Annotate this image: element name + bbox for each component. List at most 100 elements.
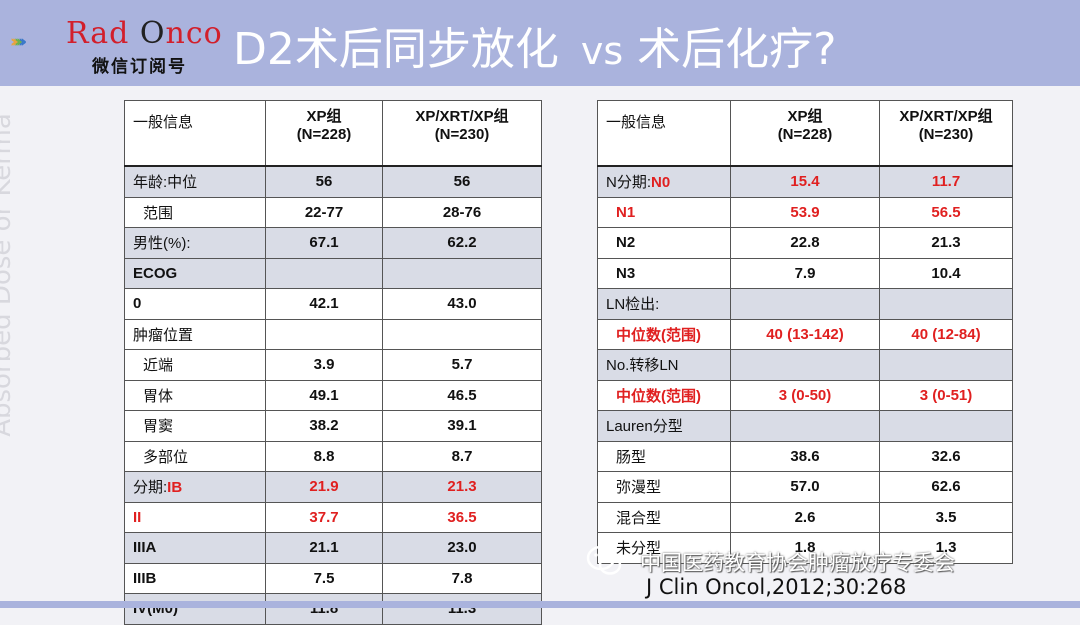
value-cell xyxy=(730,410,880,442)
row-label: N3 xyxy=(597,257,731,289)
header-cell: XP组 (N=228) xyxy=(265,100,383,167)
table-row: N1 53.9 56.5 xyxy=(597,196,1013,228)
value-cell: 32.6 xyxy=(879,440,1013,472)
row-label: 未分型 xyxy=(597,532,731,564)
row-label: LN检出: xyxy=(597,288,731,320)
value-cell: 40 (13-142) xyxy=(730,318,880,350)
table-row: N2 22.8 21.3 xyxy=(597,227,1013,259)
table-row: 中位数(范围) 3 (0-50) 3 (0-51) xyxy=(597,379,1013,411)
row-label: ECOG xyxy=(124,257,266,289)
table-row: 肿瘤位置 xyxy=(124,318,542,350)
row-label: 男性(%): xyxy=(124,227,266,259)
value-cell: 36.5 xyxy=(382,501,542,533)
value-cell: 21.1 xyxy=(265,532,383,564)
value-cell: 21.9 xyxy=(265,471,383,503)
table-row: 多部位 8.8 8.7 xyxy=(124,440,542,472)
row-label: 多部位 xyxy=(124,440,266,472)
table-row: 近端 3.9 5.7 xyxy=(124,349,542,381)
header-cell: XP组 (N=228) xyxy=(730,100,880,167)
row-label: 分期:IB xyxy=(124,471,266,503)
value-cell: 22.8 xyxy=(730,227,880,259)
wechat-icon xyxy=(586,545,622,575)
value-cell: 3.5 xyxy=(879,501,1013,533)
row-label: IIIA xyxy=(124,532,266,564)
value-cell: 49.1 xyxy=(265,379,383,411)
table-row: 肠型 38.6 32.6 xyxy=(597,440,1013,472)
value-cell: 8.8 xyxy=(265,440,383,472)
value-cell: 7.8 xyxy=(382,562,542,594)
value-cell: 11.3 xyxy=(382,593,542,625)
row-label: N1 xyxy=(597,196,731,228)
header-text: (N=228) xyxy=(296,126,352,143)
row-label: 中位数(范围) xyxy=(597,318,731,350)
value-cell: 1.3 xyxy=(879,532,1013,564)
header-cell: 一般信息 xyxy=(597,100,731,167)
value-cell: 56 xyxy=(265,165,383,198)
value-cell xyxy=(879,349,1013,381)
table-row: No.转移LN xyxy=(597,349,1013,381)
value-cell: 42.1 xyxy=(265,288,383,320)
value-cell xyxy=(265,318,383,350)
value-cell: 67.1 xyxy=(265,227,383,259)
value-cell: 38.6 xyxy=(730,440,880,472)
header-bar: ›››››› Rad Onco 微信订阅号 D2术后同步放化 vs 术后化疗? xyxy=(0,0,1080,86)
table-row: 范围 22-77 28-76 xyxy=(124,196,542,228)
value-cell: 56 xyxy=(382,165,542,198)
value-cell xyxy=(382,257,542,289)
table-row: IIIA 21.1 23.0 xyxy=(124,532,542,564)
value-cell: 38.2 xyxy=(265,410,383,442)
header-text: XP组 xyxy=(787,108,823,125)
value-cell: 11.7 xyxy=(879,165,1013,198)
header-text: (N=230) xyxy=(918,126,974,143)
logo-subtitle: 微信订阅号 xyxy=(92,57,187,77)
value-cell: 22-77 xyxy=(265,196,383,228)
value-cell: 15.4 xyxy=(730,165,880,198)
row-label: 混合型 xyxy=(597,501,731,533)
header-text: XP组 xyxy=(306,108,342,125)
bottom-bar xyxy=(0,601,1080,608)
row-label: IV(M0) xyxy=(124,593,266,625)
header-text: XP/XRT/XP组 xyxy=(899,108,993,125)
header-text: (N=230) xyxy=(434,126,490,143)
header-cell: XP/XRT/XP组 (N=230) xyxy=(879,100,1013,167)
table-row: 中位数(范围) 40 (13-142) 40 (12-84) xyxy=(597,318,1013,350)
value-cell: 8.7 xyxy=(382,440,542,472)
table-row: N3 7.9 10.4 xyxy=(597,257,1013,289)
table-row: II 37.7 36.5 xyxy=(124,501,542,533)
header-text: XP/XRT/XP组 xyxy=(415,108,509,125)
value-cell xyxy=(879,288,1013,320)
left-table: 一般信息 XP组 (N=228) XP/XRT/XP组 (N=230) 年龄:中位 5… xyxy=(124,100,542,625)
table-row: ECOG xyxy=(124,257,542,289)
slide-title: D2术后同步放化 vs 术后化疗? xyxy=(233,24,837,75)
value-cell xyxy=(730,288,880,320)
row-label: N分期:N0 xyxy=(597,165,731,198)
row-label: 0 xyxy=(124,288,266,320)
table-row: IIIB 7.5 7.8 xyxy=(124,562,542,594)
row-label: 范围 xyxy=(124,196,266,228)
table-row: 分期:IB 21.9 21.3 xyxy=(124,471,542,503)
value-cell: 28-76 xyxy=(382,196,542,228)
chevron-icons: ›››››› xyxy=(10,32,27,52)
row-label: 胃窦 xyxy=(124,410,266,442)
row-label: 中位数(范围) xyxy=(597,379,731,411)
value-cell xyxy=(730,349,880,381)
logo-text: Rad Onco xyxy=(66,16,223,51)
logo: ›››››› Rad Onco 微信订阅号 xyxy=(10,10,225,77)
row-label: N2 xyxy=(597,227,731,259)
value-cell: 7.9 xyxy=(730,257,880,289)
value-cell xyxy=(879,410,1013,442)
row-label: IIIB xyxy=(124,562,266,594)
value-cell xyxy=(382,318,542,350)
table-row: 年龄:中位 56 56 xyxy=(124,165,542,198)
value-cell: 62.2 xyxy=(382,227,542,259)
table-row: 未分型 1.8 1.3 xyxy=(597,532,1013,564)
value-cell: 3 (0-51) xyxy=(879,379,1013,411)
table-row: 0 42.1 43.0 xyxy=(124,288,542,320)
table-row: 弥漫型 57.0 62.6 xyxy=(597,471,1013,503)
value-cell: 21.3 xyxy=(382,471,542,503)
table-row: N分期:N0 15.4 11.7 xyxy=(597,165,1013,198)
row-label: 肠型 xyxy=(597,440,731,472)
value-cell: 3.9 xyxy=(265,349,383,381)
value-cell xyxy=(265,257,383,289)
header-text: (N=228) xyxy=(777,126,833,143)
